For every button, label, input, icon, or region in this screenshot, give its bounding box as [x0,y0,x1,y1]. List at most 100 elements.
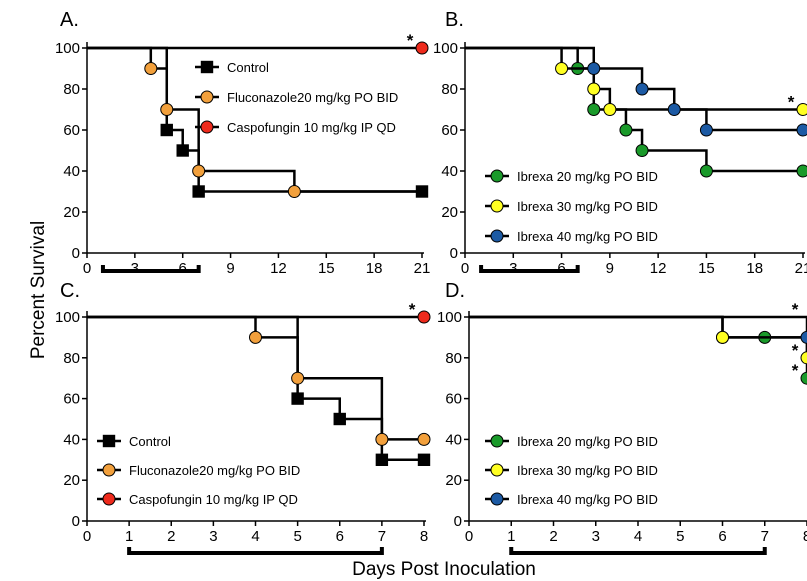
panel-b-series-2-point [603,103,617,116]
panel-d-series-3-line [469,315,807,338]
panel-a-series-1-point [176,144,189,157]
panel-c-series-1 [87,315,431,467]
panel-a-letter: A. [60,9,79,31]
panel-c: C. 0 20 40 60 80 100 0 1 2 3 4 5 6 7 8 * Control Fluconazo… [55,280,431,555]
panel-c-series-2-line [87,315,424,441]
panel-b-series-3 [465,46,807,137]
panel-b-series-3-point [635,82,649,96]
panel-b-series-1-point [635,144,649,157]
panel-b-series-3-line [465,46,803,132]
panel-c-y-tick-label: 40 [63,431,80,448]
panel-c-letter: C. [60,280,80,302]
panel-d-legend-swatch-marker [490,434,504,448]
panel-c-legend-swatch-marker [102,492,116,506]
panel-c-x-tick-label: 5 [293,528,301,545]
panel-a-series-2-line [87,46,422,193]
panel-d-series-2-point [716,330,729,344]
panel-d-y-tick-label: 40 [445,431,462,448]
panel-c-series-1-point [417,453,431,467]
panel-c-y-tick-label: 100 [55,309,80,326]
panel-a-y-tick-label: 60 [63,122,80,139]
panel-d-x-tick-label: 5 [676,528,684,545]
panel-c-legend-label: Fluconazole20 mg/kg PO BID [129,463,300,478]
panel-c-x-tick-label: 7 [378,528,386,545]
panel-a-series-1-point [160,123,173,137]
panel-a-series-2-point [192,164,206,178]
panel-d-y-tick-label: 60 [445,391,462,408]
panel-a-x-tick-label: 3 [131,260,139,277]
panel-c-x-tick-label: 0 [83,528,91,545]
panel-b-treatment-bracket [479,265,580,273]
panel-b-x-tick-label: 15 [698,260,715,277]
panel-c-legend-label: Caspofungin 10 mg/kg IP QD [129,492,298,507]
panel-b-y-tick-label: 80 [441,81,458,98]
panel-a-series-1-point [192,185,205,198]
panel-a-legend: Control Fluconazole20 mg/kg PO BID Caspofu… [195,60,398,135]
panel-d-y-tick-label: 20 [445,472,462,489]
panel-d-x-tick-label: 7 [761,528,769,545]
panel-b-y-tick-label: 20 [441,204,458,221]
panel-b-y-tick-label: 100 [433,40,458,57]
panel-b-x-tick-label: 9 [606,260,614,277]
panel-c-x-tick-label: 4 [251,528,259,545]
panel-d-legend-label: Ibrexa 20 mg/kg PO BID [517,434,658,449]
panel-c-series-2-point [417,432,431,446]
y-axis-title: Percent Survival [28,221,49,359]
panel-a-x-tick-label: 12 [270,260,287,277]
panel-b-x-tick-label: 18 [746,260,763,277]
panel-b-legend-swatch-marker [490,169,504,183]
panel-b-series-1-point [619,123,633,137]
panel-b-series-3-point [796,123,807,137]
panel-d-letter: D. [445,280,465,302]
panel-a-y-tick-label: 100 [55,40,80,57]
panel-c-legend: Control Fluconazole20 mg/kg PO BID Caspofu… [97,434,300,507]
panel-a-x-tick-label: 18 [366,260,383,277]
panel-d-y-tick-label: 80 [445,350,462,367]
panel-d-significance-star: * [792,341,799,360]
x-axis-title: Days Post Inoculation [352,559,536,580]
panel-b-series-2-point [587,82,601,96]
panel-c-x-tick-label: 8 [420,528,428,545]
panel-d-series-2-line [469,315,807,358]
panel-b-series-2-point [796,103,807,116]
panel-b-series-3-point [667,103,681,116]
panel-d-significance-star: * [792,300,799,319]
panel-d-x-tick-label: 3 [592,528,600,545]
panel-b-series-1-point [587,103,601,116]
panel-c-x-tick-label: 3 [209,528,217,545]
panel-d-series-2-point [800,351,807,365]
panel-d-legend-label: Ibrexa 30 mg/kg PO BID [517,463,658,478]
panel-c-y-tick-label: 20 [63,472,80,489]
panel-c-legend-swatch-marker [102,434,116,448]
panel-d-series-1-line [469,315,807,379]
panel-c-y-tick-label: 0 [72,513,80,530]
panel-b-x-tick-label: 0 [461,260,469,277]
panel-b-series-1-point [796,164,807,178]
panel-c-series-2-point [375,432,389,446]
panel-c-series-2 [87,315,431,446]
panel-c-series-1-line [87,315,424,462]
panel-a-legend-swatch-marker [200,90,214,104]
panel-b-series-1 [465,46,807,178]
panel-c-y-tick-label: 80 [63,350,80,367]
panel-d-x-tick-label: 1 [507,528,515,545]
panel-c-treatment-bracket [127,547,384,555]
panel-a-y-tick-label: 0 [72,245,80,262]
panel-a-y-tick-label: 20 [63,204,80,221]
panel-a-x-tick-label: 9 [226,260,234,277]
panel-b: B. 0 20 40 60 80 100 0 3 6 9 12 15 18 21 * Ibrexa 20 mg/… [433,9,807,277]
panel-a-series-2 [87,46,422,198]
panel-d-legend-label: Ibrexa 40 mg/kg PO BID [517,492,658,507]
panel-c-legend-swatch-marker [102,463,116,477]
panel-a-treatment-bracket [100,265,201,273]
panel-c-series-2-point [249,330,262,344]
panel-c-series-1-point [333,412,346,426]
panel-a-legend-swatch-marker [200,60,214,74]
panel-d-series-3 [469,315,807,344]
panel-b-x-tick-label: 3 [509,260,517,277]
panel-a-y-tick-label: 80 [63,81,80,98]
panel-b-legend-label: Ibrexa 30 mg/kg PO BID [517,199,658,214]
panel-b-x-tick-label: 6 [557,260,565,277]
